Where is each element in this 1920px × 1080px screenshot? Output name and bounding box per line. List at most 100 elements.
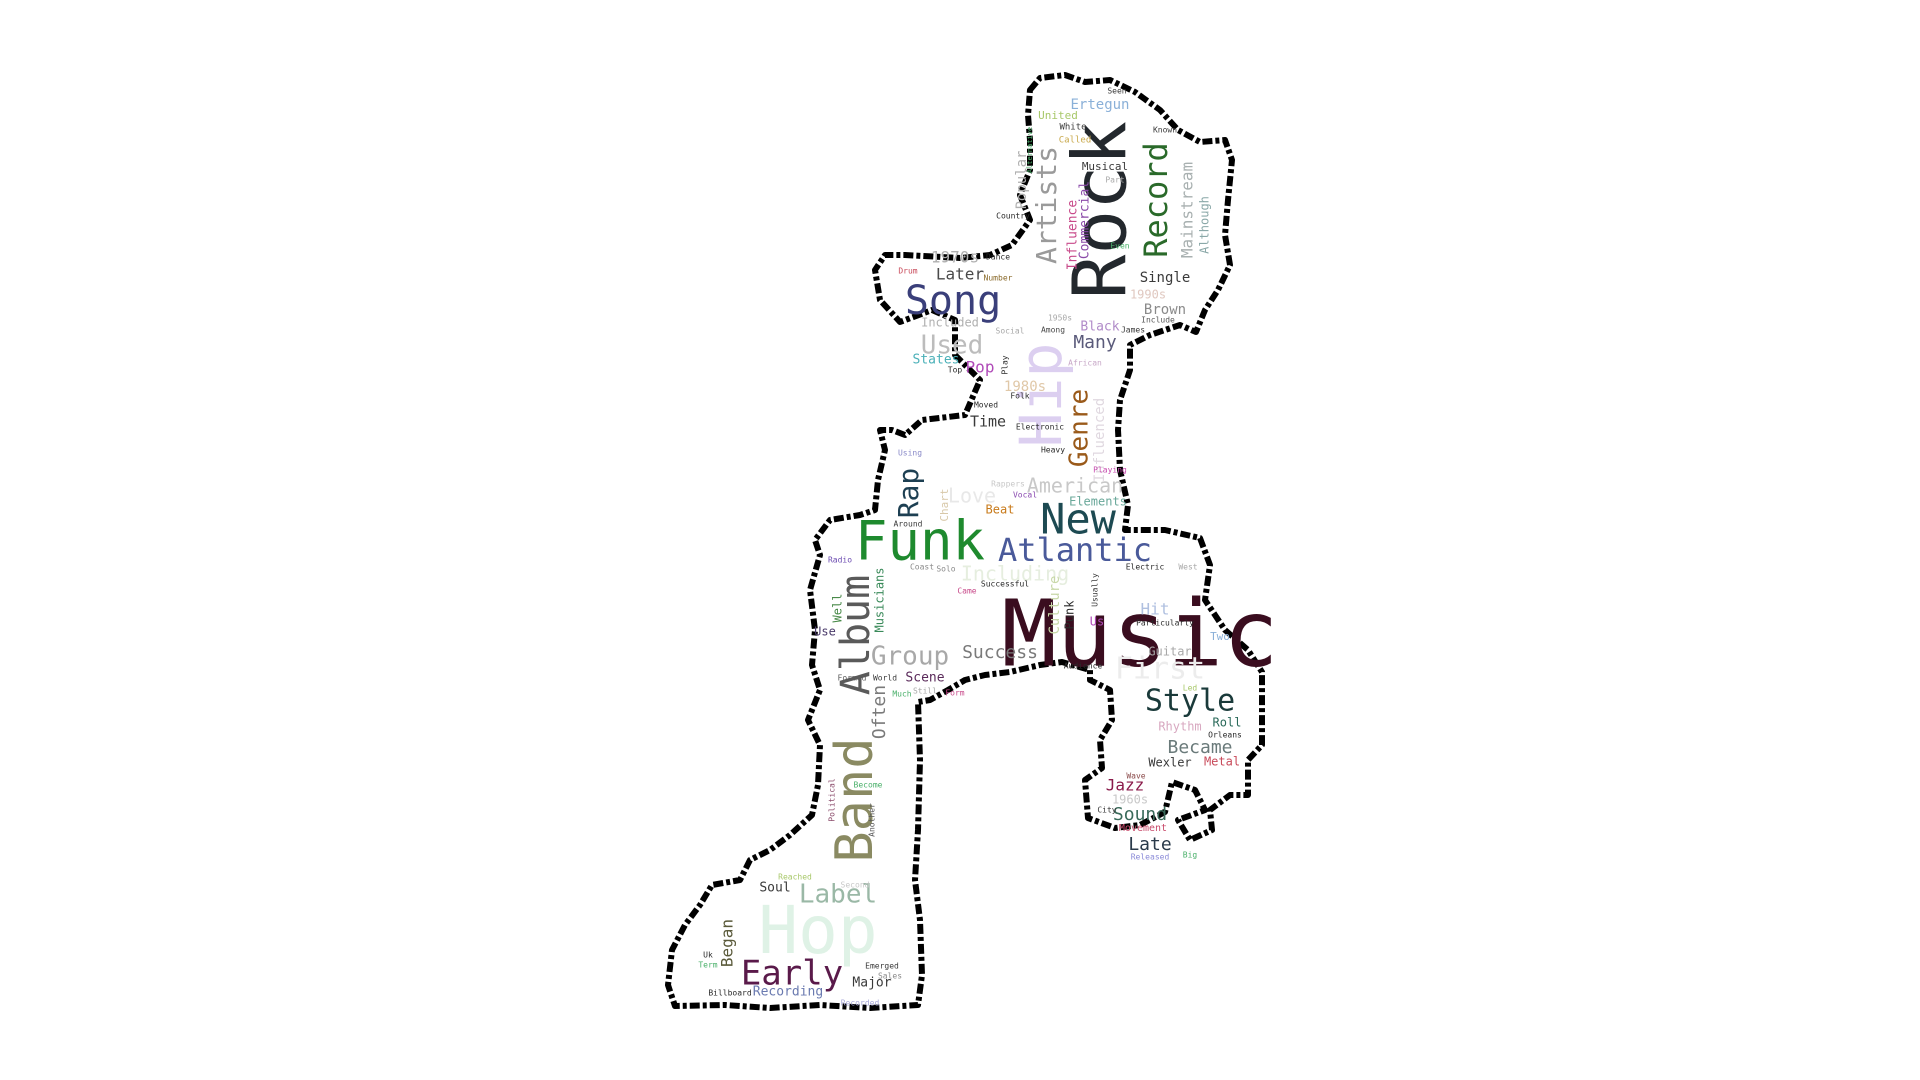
word-chart: Chart	[938, 488, 951, 521]
silhouette-outline	[665, 72, 1265, 1011]
word-moved: Moved	[974, 401, 998, 410]
word-began: Began	[718, 919, 737, 967]
word-top: Top	[948, 366, 963, 375]
word-electric: Electric	[1126, 563, 1165, 572]
word-group: Group	[871, 642, 949, 672]
word-released: Released	[1131, 853, 1170, 862]
word-two: Two	[1210, 630, 1230, 643]
word-well: Well	[831, 594, 845, 623]
word-form: Form	[945, 689, 964, 698]
word-sound: Sound	[1113, 804, 1167, 825]
word-major: Major	[852, 976, 891, 991]
word-american: American	[1027, 474, 1123, 498]
word-second: Second	[841, 881, 870, 890]
word-band: Band	[825, 737, 885, 862]
word-alternative: Alternative	[1026, 127, 1034, 173]
word-movement: Movement	[1119, 823, 1167, 834]
word-success: Success	[962, 642, 1038, 663]
word-commercial: Commercial	[1078, 181, 1093, 259]
word-rappers: Rappers	[991, 480, 1025, 489]
word-rhythm: Rhythm	[1158, 720, 1201, 734]
word-play: Play	[1001, 355, 1010, 374]
word-folk: Folk	[1010, 392, 1029, 401]
word-although: Although	[1198, 196, 1212, 254]
word-james: James	[1121, 326, 1145, 335]
word-black: Black	[1080, 320, 1119, 335]
word-music: Music	[1002, 580, 1279, 687]
word-hit: Hit	[1141, 600, 1170, 619]
word-much: Much	[892, 690, 911, 699]
word-playing: Playing	[1093, 466, 1127, 475]
word-west: West	[1178, 563, 1197, 572]
word-1950s: 1950s	[1048, 314, 1072, 323]
word-pop: Pop	[966, 358, 995, 377]
word-rock: Rock	[1058, 121, 1144, 299]
word-roll: Roll	[1213, 716, 1242, 730]
word-sales: Sales	[878, 972, 902, 981]
word-brown: Brown	[1144, 302, 1186, 318]
word-genre: Genre	[1065, 389, 1095, 467]
word-seen: Seen	[1107, 87, 1126, 96]
word-including: Including	[961, 562, 1069, 586]
word-include: Include	[1141, 316, 1175, 325]
word-often: Often	[869, 685, 890, 739]
word-billboard: Billboard	[708, 989, 752, 998]
word-single: Single	[1140, 270, 1191, 286]
word-1990s: 1990s	[1130, 288, 1166, 302]
word-included: Included	[921, 316, 979, 330]
word-came: Came	[957, 587, 976, 596]
word-used: Used	[921, 331, 984, 361]
word-hop: Hop	[758, 892, 877, 969]
word-became: Became	[1167, 737, 1232, 758]
word-style: Style	[1145, 684, 1235, 719]
word-united: United	[1038, 109, 1078, 122]
word-led: Led	[1183, 684, 1198, 693]
word-term: Term	[698, 961, 717, 970]
word-wave: Wave	[1126, 772, 1145, 781]
word-punk: Punk	[1063, 600, 1077, 630]
word-successful: Successful	[981, 580, 1029, 589]
word-label: Label	[799, 880, 877, 910]
word-among: Among	[1041, 326, 1065, 335]
word-heavy: Heavy	[1041, 446, 1065, 455]
word-song: Song	[905, 278, 1001, 324]
word-late: Late	[1128, 834, 1171, 855]
word-popular: Popular	[1014, 150, 1030, 209]
word-emerged: Emerged	[865, 962, 899, 971]
word-formed: Formed	[838, 674, 867, 683]
word-coast: Coast	[910, 563, 934, 572]
word-1970s: 1970s	[931, 248, 979, 267]
word-become: Become	[854, 781, 883, 790]
word-funk: Funk	[855, 510, 985, 573]
word-later: Later	[936, 265, 985, 284]
word-using: Using	[898, 449, 922, 458]
word-time: Time	[970, 413, 1006, 431]
word-big: Big	[1183, 851, 1198, 860]
word-scene: Scene	[905, 671, 944, 686]
word-even: Even	[1110, 242, 1129, 251]
word-social: Social	[996, 327, 1025, 336]
word-mainstream: Mainstream	[1178, 162, 1197, 258]
word-around: Around	[894, 520, 923, 529]
word-particularly: Particularly	[1136, 619, 1194, 628]
word-hip: Hip	[1007, 343, 1075, 448]
word-new: New	[1040, 495, 1117, 544]
word-wexler: Wexler	[1148, 756, 1191, 770]
word-jazz: Jazz	[1106, 776, 1145, 795]
word-artists: Artists	[1030, 146, 1063, 264]
word-rap: Rap	[892, 468, 925, 519]
word-many: Many	[1073, 332, 1117, 353]
word-electronic: Electronic	[1016, 423, 1064, 432]
word-first: First	[1115, 652, 1205, 687]
word-still: Still	[913, 687, 937, 696]
word-dance: Dance	[986, 253, 1010, 262]
word-orleans: Orleans	[1208, 731, 1242, 740]
word-world: World	[873, 674, 897, 683]
word-early: Early	[741, 954, 843, 994]
word-soul: Soul	[759, 881, 790, 896]
word-ertegun: Ertegun	[1070, 97, 1129, 113]
word-another: Another	[868, 803, 877, 837]
word-called: Called	[1059, 136, 1092, 146]
